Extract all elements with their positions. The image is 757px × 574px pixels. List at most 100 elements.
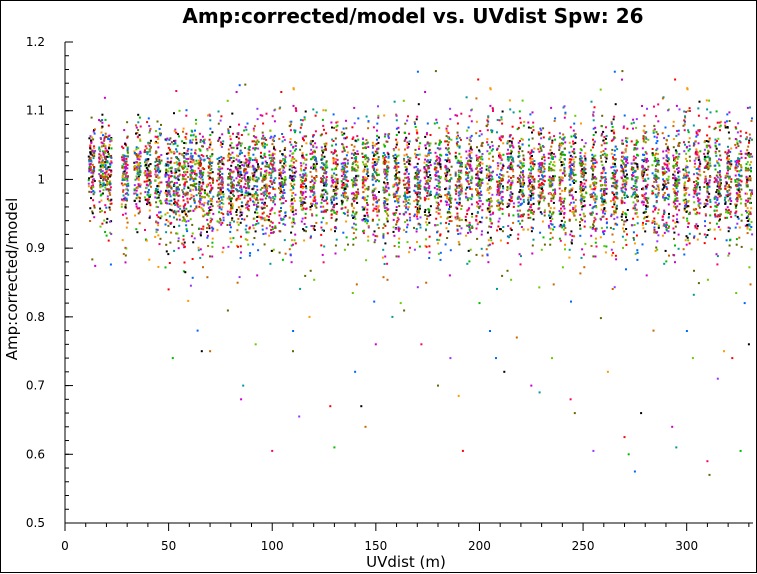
data-point <box>487 120 490 123</box>
data-point <box>248 205 251 207</box>
data-point <box>190 235 193 238</box>
data-point <box>506 188 509 190</box>
data-point <box>177 186 180 189</box>
data-point <box>374 150 377 153</box>
data-point <box>221 183 224 186</box>
data-point <box>199 140 202 143</box>
data-point <box>279 150 282 153</box>
data-point <box>309 188 312 190</box>
data-point <box>476 189 479 192</box>
data-point <box>210 162 213 164</box>
data-point <box>403 162 406 165</box>
data-point <box>323 193 326 196</box>
data-point <box>251 194 254 197</box>
data-point <box>99 186 102 189</box>
data-point <box>122 194 125 197</box>
data-point <box>325 222 328 225</box>
data-point <box>487 169 490 172</box>
data-point <box>192 184 194 187</box>
data-point <box>237 206 240 209</box>
data-point <box>189 173 192 176</box>
data-point <box>437 182 440 185</box>
data-point <box>464 166 467 169</box>
data-point <box>413 248 416 251</box>
data-point <box>148 209 151 212</box>
data-point <box>510 140 513 143</box>
data-point <box>332 160 335 163</box>
data-point <box>445 147 447 150</box>
data-point <box>203 168 206 171</box>
data-point <box>433 162 436 165</box>
data-point <box>403 159 406 162</box>
data-point <box>165 171 168 174</box>
data-point <box>486 253 489 256</box>
data-point <box>89 147 92 150</box>
data-point <box>281 133 284 135</box>
data-point <box>221 162 224 165</box>
data-point <box>446 169 449 172</box>
data-point <box>232 146 235 149</box>
data-point <box>405 203 408 206</box>
data-point <box>181 178 184 181</box>
data-point <box>413 177 416 180</box>
data-point <box>176 202 179 205</box>
data-point <box>109 175 111 178</box>
data-point <box>237 171 240 174</box>
data-point <box>397 245 400 248</box>
data-point <box>106 182 109 185</box>
data-point <box>289 189 292 192</box>
data-point <box>110 156 113 159</box>
data-point <box>207 223 210 226</box>
data-point <box>216 200 219 203</box>
data-point <box>110 155 113 157</box>
data-point <box>245 203 247 206</box>
data-point <box>199 234 202 237</box>
data-point <box>233 220 235 223</box>
data-point <box>345 176 348 179</box>
data-point <box>489 166 492 169</box>
data-point <box>99 225 102 228</box>
data-point <box>93 155 96 158</box>
data-point <box>183 241 186 244</box>
data-point <box>183 161 186 164</box>
data-point <box>454 173 457 176</box>
data-point <box>166 173 168 176</box>
data-point <box>533 163 536 166</box>
data-point <box>149 163 152 165</box>
data-point <box>419 216 422 219</box>
data-point <box>395 143 398 146</box>
data-point <box>393 183 396 186</box>
data-point <box>532 192 535 195</box>
data-point <box>428 142 431 145</box>
data-point <box>217 192 220 195</box>
data-point <box>312 194 315 197</box>
data-point <box>265 183 268 186</box>
data-point <box>393 157 396 159</box>
data-point <box>272 231 275 234</box>
data-point <box>335 227 338 230</box>
data-point <box>498 201 500 204</box>
data-point <box>427 194 429 197</box>
data-point <box>237 195 240 197</box>
data-point <box>346 185 348 188</box>
data-point <box>183 147 186 149</box>
data-point <box>321 198 324 201</box>
data-point <box>182 205 185 208</box>
data-point <box>496 173 499 176</box>
data-point <box>365 156 368 159</box>
data-point <box>209 165 211 168</box>
data-point <box>506 171 509 173</box>
data-point <box>146 199 149 202</box>
data-point <box>465 157 468 160</box>
data-point <box>181 174 184 176</box>
data-point <box>423 186 426 189</box>
data-point <box>321 155 324 158</box>
data-point <box>531 111 534 114</box>
data-point <box>187 165 190 168</box>
data-point <box>191 276 194 279</box>
data-point <box>110 198 113 201</box>
data-point <box>491 171 493 174</box>
data-point <box>475 132 478 135</box>
data-point <box>347 243 349 246</box>
data-point <box>397 165 400 168</box>
